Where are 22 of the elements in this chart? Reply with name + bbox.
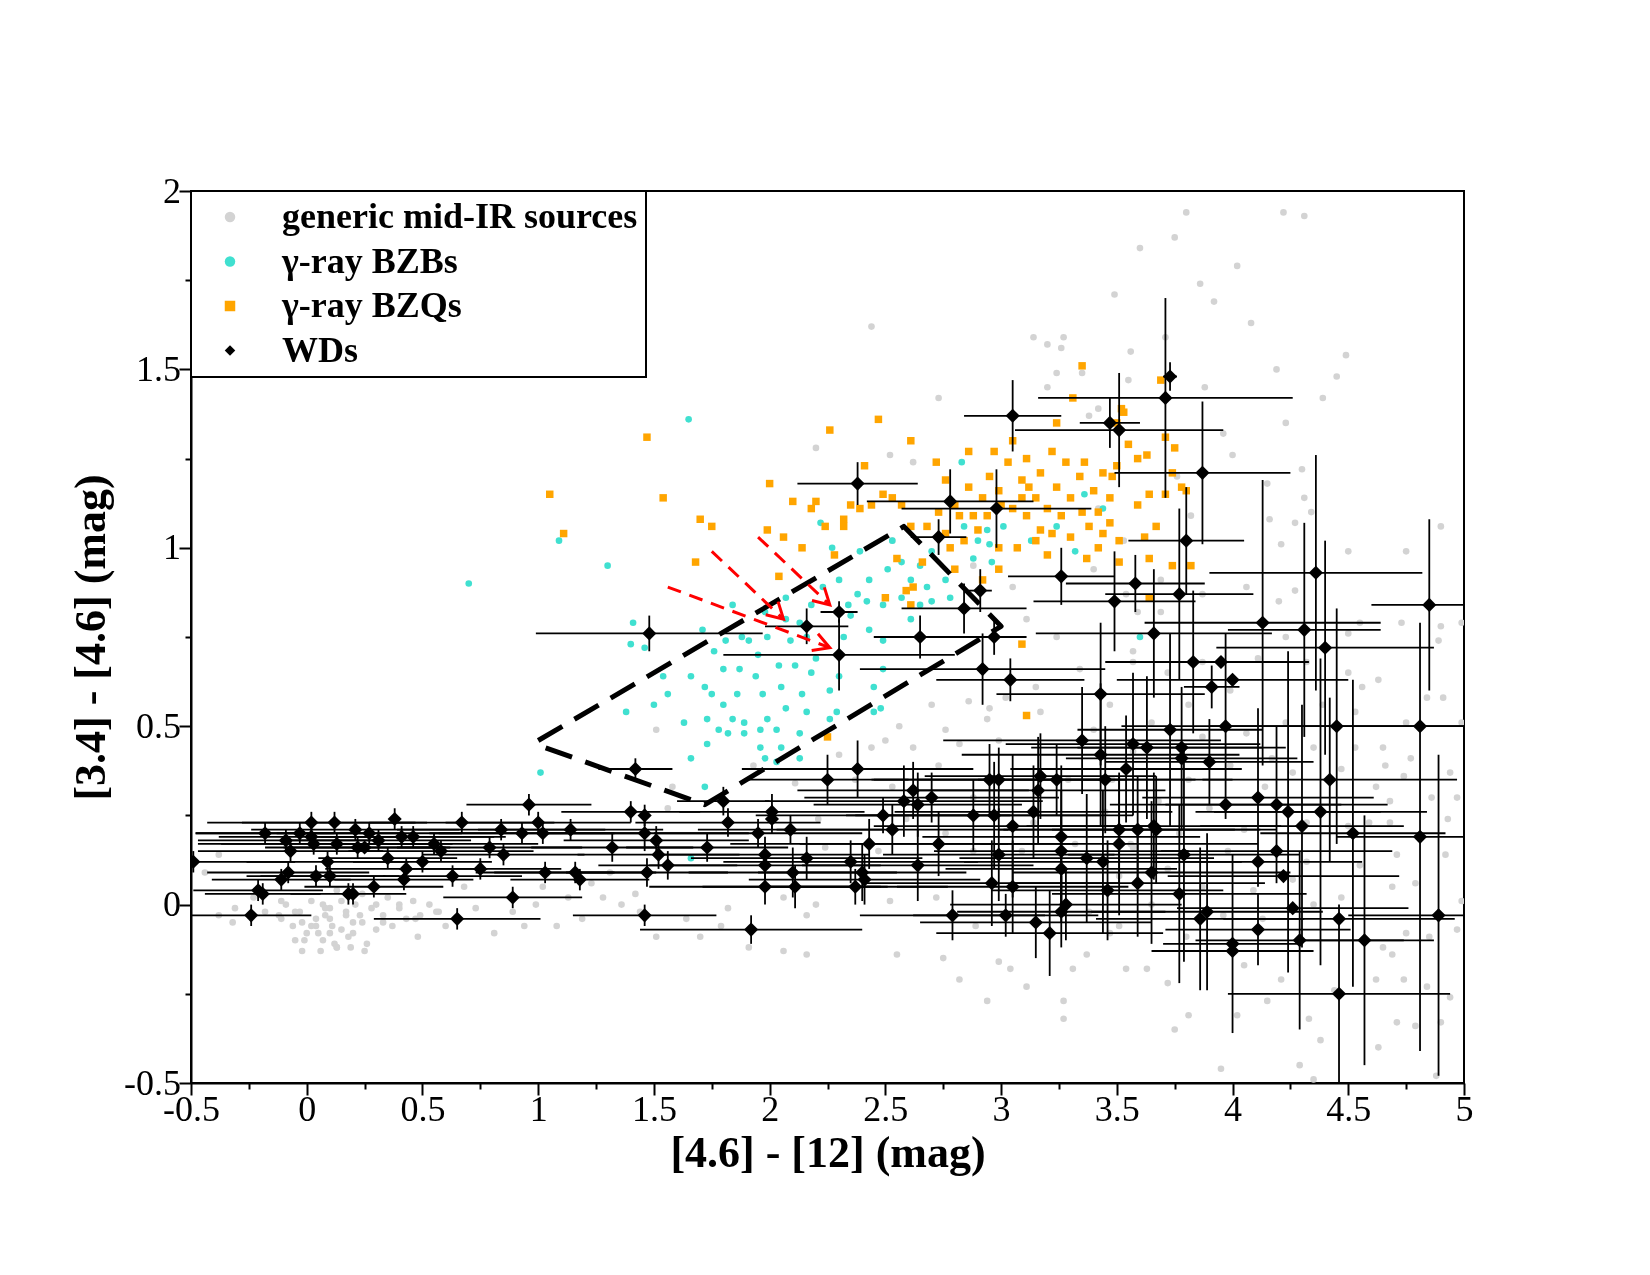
x-tick-label: 2 (761, 1088, 780, 1129)
y-tick-label: 1.5 (136, 348, 181, 389)
x-tick-label: 4 (1224, 1088, 1243, 1129)
y-tick-label: 0.5 (136, 705, 181, 746)
legend-label: γ-ray BZBs (281, 240, 458, 281)
y-axis-title: [3.4] - [4.6] (mag) (66, 474, 116, 801)
y-tick-label: 0 (163, 884, 181, 925)
legend-label: γ-ray BZQs (281, 285, 462, 325)
x-tick-label: 1 (529, 1088, 548, 1129)
x-tick-label: 4.5 (1326, 1088, 1372, 1129)
x-axis-title: [4.6] - [12] (mag) (670, 1127, 986, 1177)
x-tick-label: 3.5 (1094, 1088, 1140, 1129)
x-tick-label: 2.5 (863, 1088, 909, 1129)
x-tick-label: 3 (992, 1088, 1011, 1129)
y-tick-label: 2 (163, 170, 181, 211)
x-tick-label: 0 (298, 1088, 317, 1129)
x-tick-label: 0.5 (400, 1088, 446, 1129)
legend-label: WDs (282, 329, 359, 370)
x-tick-label: 1.5 (631, 1088, 677, 1129)
legend-label: generic mid-IR sources (282, 196, 638, 236)
y-tick-label: 1 (163, 527, 181, 568)
x-tick-label: 5 (1455, 1088, 1474, 1129)
